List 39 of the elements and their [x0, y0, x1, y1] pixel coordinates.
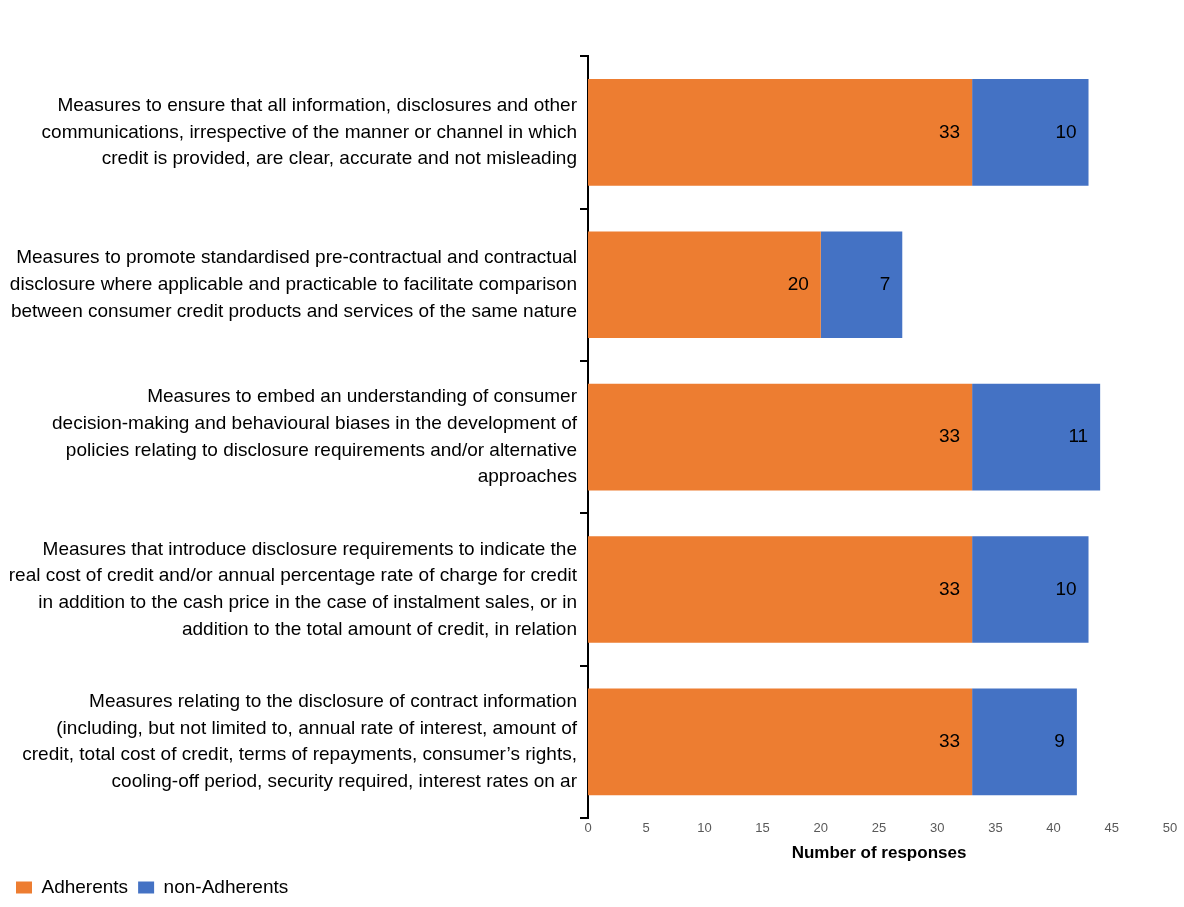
bar	[588, 536, 973, 643]
x-tick-label: 0	[584, 820, 592, 836]
bar	[588, 231, 821, 339]
bar	[820, 231, 903, 339]
data-label: 10	[1055, 577, 1077, 599]
x-tick-label: 25	[871, 820, 887, 836]
legend-label: non-Adherents	[163, 875, 289, 897]
y-tick-label: Measures to embed an understanding of consumer decision-making and behavioural biases in the development of policies relating to disclosure requirements and/or alternative approaches	[52, 385, 578, 487]
data-label: 7	[879, 272, 891, 294]
bar	[972, 383, 1101, 491]
x-tick-label: 5	[642, 820, 650, 836]
x-tick-label: 15	[755, 820, 770, 836]
y-tick-label: Measures to promote standardised pre-contractual and contractual disclosure where applicable and practicable to facilitate comparison between consumer credit products and services of the same nature	[9, 246, 577, 321]
y-tick-label: Measures to ensure that all information, disclosures and other communications, irrespective of the manner or channel in which credit is provided, are clear, accurate and not misleading	[41, 94, 578, 169]
x-tick-label: 40	[1046, 820, 1061, 836]
bar	[588, 79, 973, 186]
data-label: 33	[938, 577, 961, 599]
x-tick-label: 20	[813, 820, 829, 836]
x-tick-label: 35	[988, 820, 1003, 836]
data-label: 10	[1055, 120, 1077, 142]
bar	[972, 536, 1089, 643]
bar	[972, 688, 1077, 796]
x-tick-label: 10	[697, 820, 712, 836]
data-label: 20	[787, 272, 809, 294]
y-tick-label: Measures relating to the disclosure of contract information (including, but not limited to, annual rate of interest, amount of credit, total cost of credit, terms of repayments, consumer’s rights, cooling-off period, security required, interest rates on ar	[22, 690, 578, 791]
legend-label: Adherents	[41, 875, 129, 897]
data-label: 9	[1054, 730, 1065, 752]
data-label: 11	[1068, 425, 1089, 447]
data-label: 33	[938, 120, 961, 142]
x-tick-label: 50	[1162, 820, 1178, 836]
data-label: 33	[938, 425, 961, 447]
bar	[588, 383, 973, 491]
x-tick-label: 45	[1104, 820, 1120, 836]
y-tick-label: Measures that introduce disclosure requirements to indicate the real cost of credit and/or annual percentage rate of charge for credit in addition to the cash price in the case of instalment sales, or in addition to the total amount of credit, in relation	[8, 537, 578, 639]
bar	[588, 688, 973, 796]
x-axis-title: Number of responses	[791, 843, 967, 863]
data-label: 33	[938, 730, 961, 752]
bar	[972, 79, 1089, 186]
x-tick-label: 30	[929, 820, 945, 836]
